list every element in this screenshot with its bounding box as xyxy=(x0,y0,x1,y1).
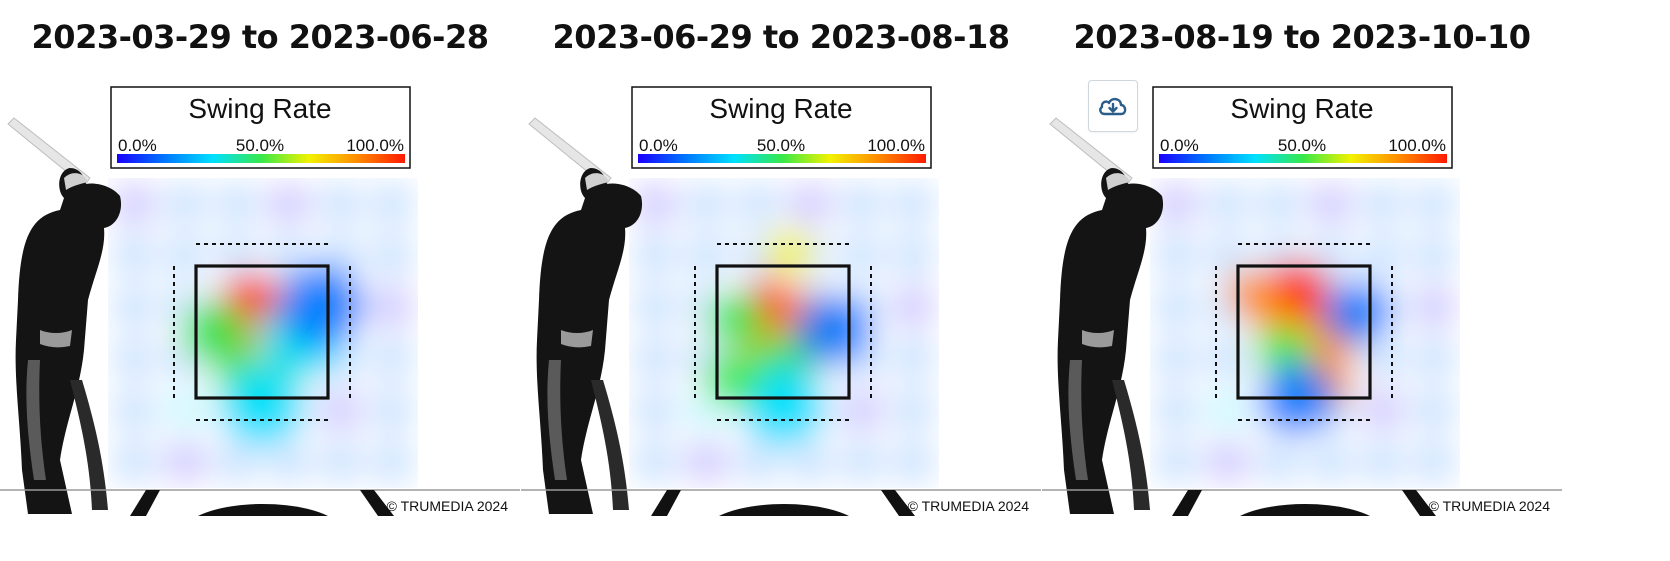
heatmap-area xyxy=(108,178,418,488)
legend-tick-max: 100.0% xyxy=(346,136,404,155)
legend-tick-min: 0.0% xyxy=(1160,136,1199,155)
heatmap-area xyxy=(629,178,939,488)
strike-zone xyxy=(694,243,872,421)
cloud-download-icon xyxy=(1099,97,1127,116)
heatmap-cell xyxy=(765,230,814,276)
heatmap-chart-2: Swing Rate 0.0% 50.0% 100.0% © TRUMEDIA 2024 xyxy=(521,86,1041,516)
legend-tick-min: 0.0% xyxy=(639,136,678,155)
legend: Swing Rate 0.0% 50.0% 100.0% xyxy=(631,86,932,169)
strike-zone xyxy=(173,243,351,421)
legend: Swing Rate 0.0% 50.0% 100.0% xyxy=(110,86,411,169)
heatmap-cell xyxy=(1227,269,1275,315)
heatmap-cell xyxy=(278,264,365,347)
legend-tick-mid: 50.0% xyxy=(757,136,805,155)
legend-colorbar xyxy=(117,154,405,163)
home-plate xyxy=(0,489,520,516)
legend-tick-min: 0.0% xyxy=(118,136,157,155)
legend-colorbar xyxy=(1159,154,1447,163)
heatmap-cell xyxy=(1323,280,1391,344)
home-plate xyxy=(521,489,1041,516)
panel-title: 2023-03-29 to 2023-06-28 xyxy=(31,18,489,56)
legend-tick-mid: 50.0% xyxy=(1278,136,1326,155)
heatmap-cell xyxy=(182,300,250,364)
legend-title: Swing Rate xyxy=(709,93,852,124)
batter-silhouette-icon xyxy=(1049,117,1164,514)
legend-title: Swing Rate xyxy=(188,93,331,124)
legend-tick-max: 100.0% xyxy=(867,136,925,155)
copyright: © TRUMEDIA 2024 xyxy=(908,498,1030,514)
heatmap-chart-3: Swing Rate 0.0% 50.0% 100.0% © TRUMEDIA 2024 xyxy=(1042,86,1562,516)
batter-silhouette-icon xyxy=(528,117,643,514)
legend: Swing Rate 0.0% 50.0% 100.0% xyxy=(1152,86,1453,169)
legend-colorbar xyxy=(638,154,926,163)
copyright: © TRUMEDIA 2024 xyxy=(1429,498,1551,514)
panel-title: 2023-06-29 to 2023-08-18 xyxy=(552,18,1010,56)
download-button[interactable] xyxy=(1088,80,1138,132)
heatmap-area xyxy=(1150,178,1460,488)
batter-silhouette-icon xyxy=(7,117,122,514)
legend-title: Swing Rate xyxy=(1230,93,1373,124)
heatmap-cell xyxy=(219,363,305,446)
legend-tick-mid: 50.0% xyxy=(236,136,284,155)
heatmap-panel-1: Swing Rate 0.0% 50.0% 100.0% © TRUMEDIA 2024… xyxy=(0,0,520,561)
heatmap-cell xyxy=(740,363,826,446)
heatmap-cell xyxy=(795,293,872,366)
home-plate xyxy=(1042,489,1562,516)
heatmap-panel-2: Swing Rate 0.0% 50.0% 100.0% © TRUMEDIA 2024… xyxy=(521,0,1041,561)
heatmap-panel-3: Swing Rate 0.0% 50.0% 100.0% © TRUMEDIA 2024… xyxy=(1042,0,1562,561)
heatmap-chart-1: Swing Rate 0.0% 50.0% 100.0% © TRUMEDIA 2024 xyxy=(0,86,520,516)
panel-title: 2023-08-19 to 2023-10-10 xyxy=(1073,18,1531,56)
heatmap-cell xyxy=(708,291,766,346)
copyright: © TRUMEDIA 2024 xyxy=(387,498,509,514)
strike-zone xyxy=(1215,243,1393,421)
legend-tick-max: 100.0% xyxy=(1388,136,1446,155)
